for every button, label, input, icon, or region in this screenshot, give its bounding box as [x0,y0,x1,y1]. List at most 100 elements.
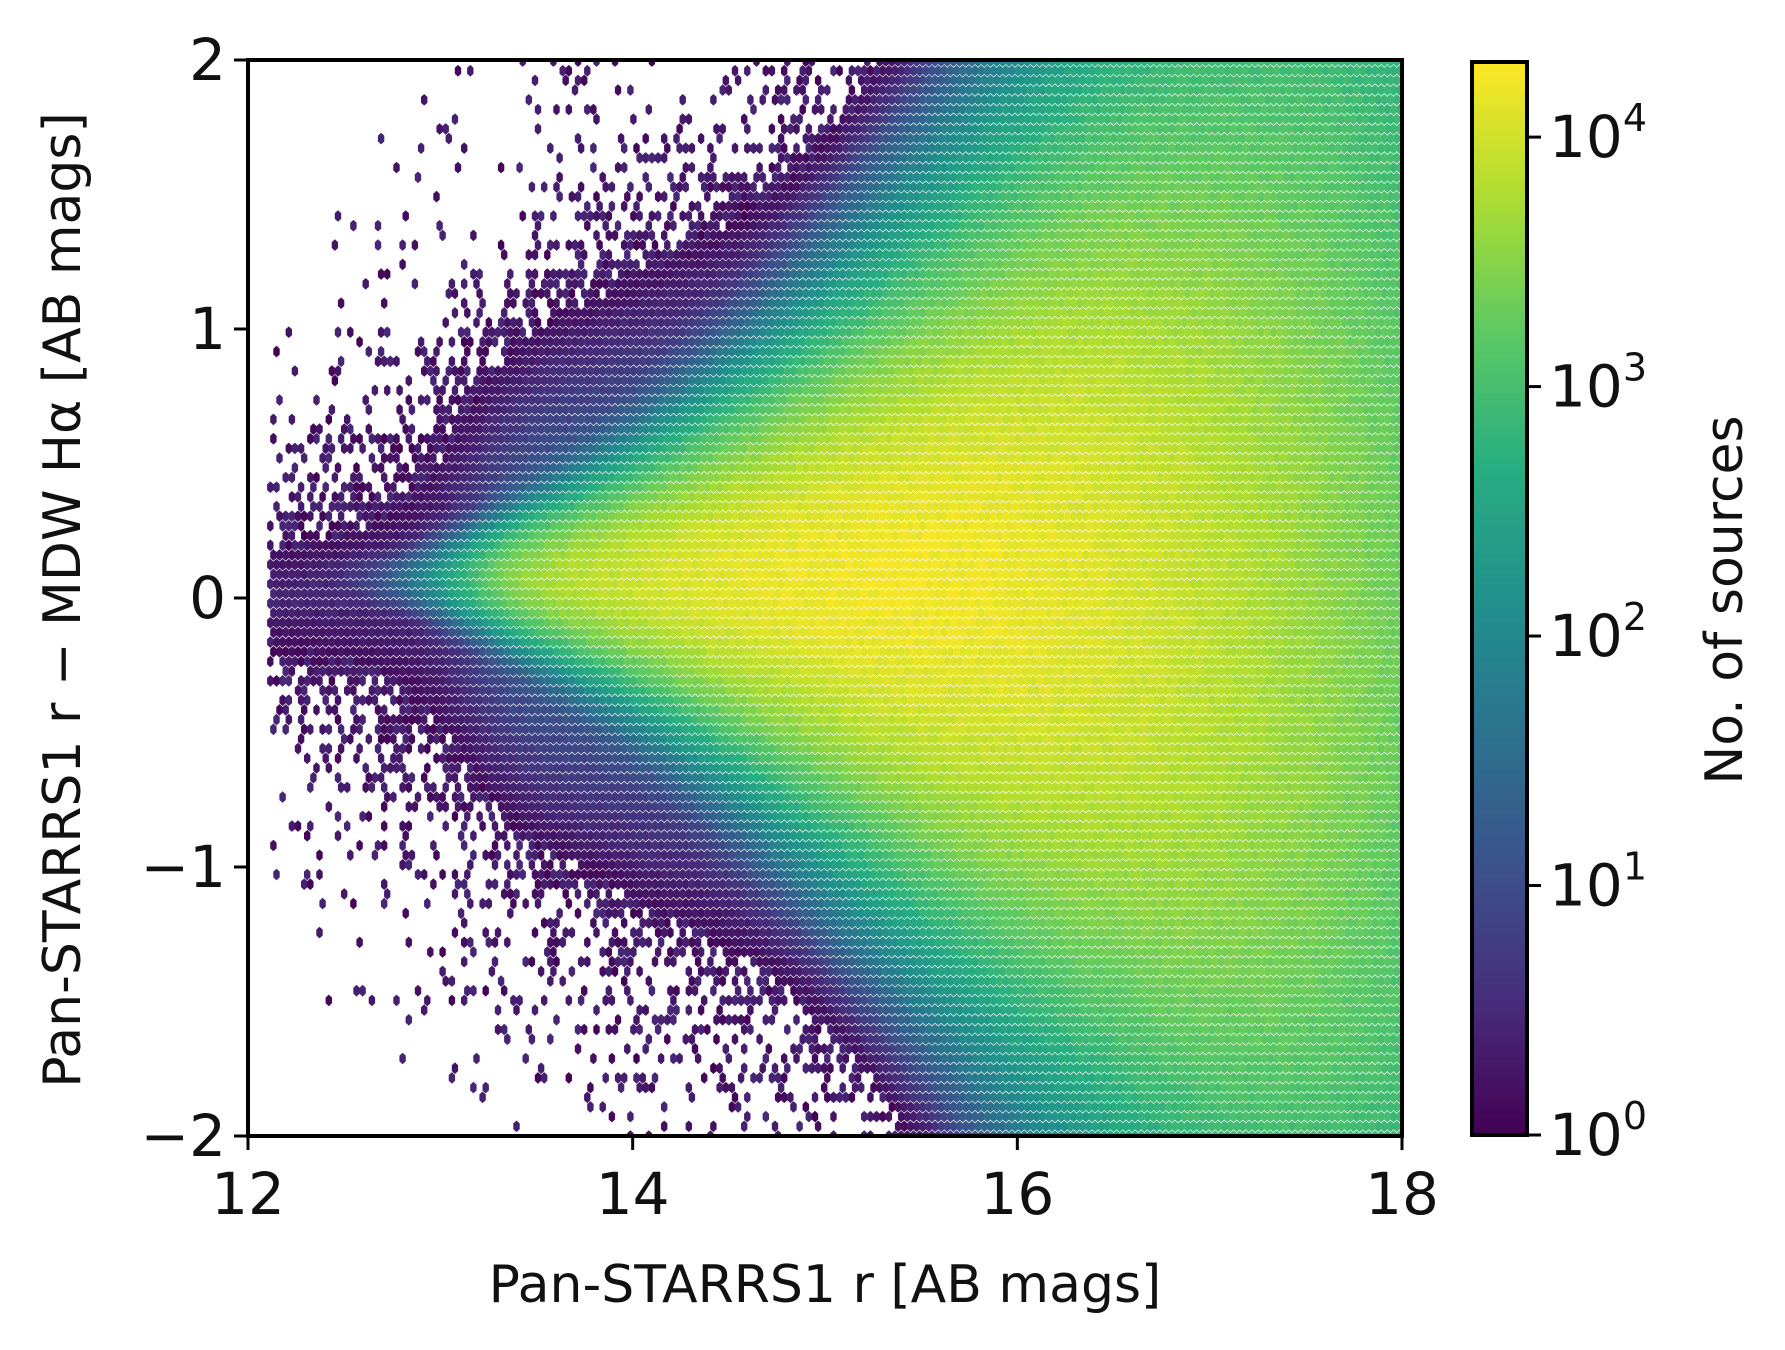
hexbin-cell [1119,1072,1126,1084]
hexbin-cell [1208,1081,1216,1094]
hexbin-cell [547,1033,554,1045]
hexbin-cell [885,1052,893,1065]
hexbin-cell [1331,1101,1339,1113]
hexbin-cell [864,1062,871,1074]
hexbin-cell [1027,1052,1034,1065]
hexbin-cell [1159,1043,1166,1055]
hexbin-cell [1067,1120,1074,1133]
hexbin-cell [1168,1072,1176,1084]
hexbin-cell [996,1091,1003,1104]
hexbin-cell [996,1110,1003,1123]
hexbin-cell [938,1043,945,1055]
hexbin-cell [1076,1072,1083,1084]
hexbin-cell [999,1101,1006,1113]
hexbin-cell [1039,1110,1046,1123]
hexbin-cell [1048,1062,1056,1074]
hexbin-cell [1058,1052,1065,1065]
hexbin-cell [1033,1091,1040,1104]
hexbin-cell [1131,1091,1139,1104]
hexbin-cell [691,1023,699,1036]
hexbin-cell [953,1033,960,1045]
hexbin-cell [1018,1101,1025,1113]
hexbin-cell [1168,1033,1176,1045]
hexbin-cell [1381,1120,1388,1133]
hexbin-cell [808,1062,816,1074]
hexbin-cell [922,1052,929,1065]
hexbin-cell [593,1023,600,1036]
hexbin-cell [1304,1072,1311,1084]
hexbin-cell [1390,1110,1397,1123]
hexbin-cell [608,1110,616,1123]
hexbin-cell [1362,1062,1369,1074]
hexbin-cell [978,1072,985,1084]
hexbin-cell [1328,1091,1336,1104]
hexbin-cell [657,1052,665,1065]
hexbin-cell [1356,1081,1363,1094]
hexbin-cell [821,1043,828,1055]
hexbin-cell [1061,1120,1068,1133]
hexbin-cell [1011,1081,1019,1094]
hexbin-cell [953,1052,960,1065]
hexbin-cell [734,1101,742,1113]
hexbin-cell [1067,1043,1074,1055]
hexbin-cell [1021,1033,1028,1045]
hexbin-cell [1227,1062,1234,1074]
hexbin-cell [1334,1072,1342,1084]
hexbin-cell [1147,1081,1154,1094]
hexbin-cell [931,1062,939,1074]
hexbin-cell [984,1091,991,1104]
hexbin-cell [1307,1101,1314,1113]
hexbin-cell [741,1043,748,1055]
hexbin-cell [1298,1110,1305,1123]
hexbin-cell [1184,1120,1191,1133]
hexbin-cell [993,1043,1000,1055]
hexbin-cell [919,1043,926,1055]
hexbin-cell [851,1081,859,1094]
hexbin-cell [1341,1072,1348,1084]
hexbin-cell [1298,1091,1305,1104]
hexbin-cell [1150,1091,1157,1104]
hexbin-cell [1091,1101,1099,1113]
hexbin-cell [904,1052,911,1065]
hexbin-cell [1079,1062,1086,1074]
hexbin-cell [614,1072,622,1084]
hexbin-cell [1279,1033,1286,1045]
hexbin-cell [587,1101,594,1113]
hexbin-cell [1168,1110,1176,1123]
hexbin-cell [1156,1110,1163,1123]
hexbin-cell [1125,1091,1133,1104]
hexbin-cell [713,1033,720,1045]
hexbin-cell [1144,1072,1151,1084]
hexbin-cell [981,1120,988,1133]
hexbin-cell [1365,1033,1373,1045]
hexbin-cell [1208,1043,1216,1055]
hexbin-cell [944,1081,951,1094]
hexbin-cell [1033,1110,1040,1123]
hexbin-cell [1190,1043,1197,1055]
hexbin-cell [1384,1091,1391,1104]
hexbin-cell [925,1081,933,1094]
hexbin-cell [1353,1072,1360,1084]
hexbin-cell [1279,1072,1286,1084]
hexbin-cell [950,1043,957,1055]
hexbin-cell [1393,1062,1400,1074]
hexbin-cell [1178,1043,1185,1055]
hexbin-cell [913,1043,920,1055]
hexbin-cell [1196,1081,1203,1094]
hexbin-cell [661,1120,668,1133]
hexbin-cell [710,1120,717,1133]
hexbin-cell [1144,1091,1151,1104]
hexbin-cell [1076,1091,1083,1104]
hexbin-cell [1316,1052,1323,1065]
hexbin-cell [1325,1043,1333,1055]
hexbin-cell [1024,1062,1031,1074]
hexbin-cell [1178,1120,1185,1133]
plot-area [246,58,1404,1138]
hexbin-cell [1002,1033,1009,1045]
hexbin-cell [1067,1101,1074,1113]
hexbin-cell [1147,1043,1154,1055]
hexbin-cell [888,1081,896,1094]
hexbin-cell [1098,1101,1105,1113]
hexbin-cell [599,1101,606,1113]
